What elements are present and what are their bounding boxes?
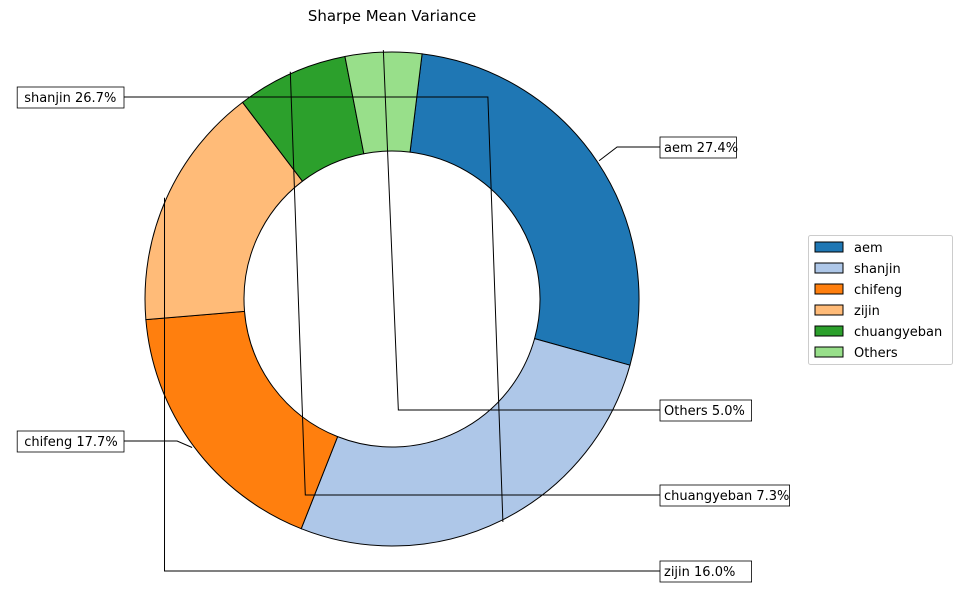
chart-title: Sharpe Mean Variance (308, 7, 476, 25)
leader-line-chifeng (124, 440, 193, 448)
annotations-group: aem 27.4% shanjin 26.7% chifeng 17.7% zijin… (16, 50, 791, 583)
leader-line-zijin (164, 197, 660, 572)
leader-line-shanjin (124, 96, 504, 522)
label-aem: aem 27.4% (664, 141, 738, 156)
slice-shanjin (300, 338, 631, 547)
legend-label-zijin: zijin (854, 304, 880, 319)
legend-label-chuangyeban: chuangyeban (854, 325, 942, 340)
label-box-chifeng (16, 430, 125, 453)
legend-swatch-chuangyeban (814, 325, 844, 337)
legend-swatch-shanjin (814, 262, 844, 274)
legend-swatch-aem (814, 241, 844, 253)
label-shanjin: shanjin 26.7% (24, 91, 116, 106)
legend: aem shanjin chifeng zijin chuangyeban Others (808, 235, 953, 365)
label-chifeng: chifeng 17.7% (24, 435, 118, 450)
slice-aem (409, 53, 640, 366)
legend-label-shanjin: shanjin (854, 262, 901, 277)
label-box-chuangyeban (659, 484, 791, 507)
legend-label-chifeng: chifeng (854, 283, 902, 298)
label-chuangyeban: chuangyeban 7.3% (664, 489, 789, 504)
slice-others (344, 51, 423, 155)
label-box-others (659, 399, 752, 422)
leader-line-chuangyeban (289, 71, 660, 496)
legend-frame (808, 235, 953, 365)
slice-chifeng (145, 310, 339, 530)
legend-label-others: Others (854, 346, 898, 361)
leader-line-others (382, 50, 660, 411)
legend-swatch-zijin (814, 304, 844, 316)
label-box-zijin (659, 560, 752, 583)
label-others: Others 5.0% (664, 404, 745, 419)
slices-group (144, 51, 640, 547)
leader-line-aem (598, 146, 660, 162)
legend-swatch-others (814, 346, 844, 358)
label-box-aem (659, 136, 737, 159)
legend-label-aem: aem (854, 241, 883, 256)
legend-swatch-chifeng (814, 283, 844, 295)
label-box-shanjin (16, 86, 125, 109)
label-zijin: zijin 16.0% (664, 565, 735, 580)
